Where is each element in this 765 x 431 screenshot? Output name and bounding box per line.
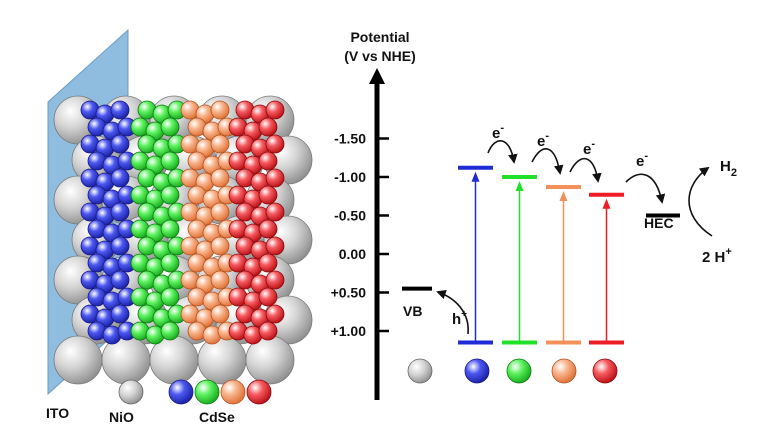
axis-tick-label: -1.50 [334,131,366,147]
electron-transfer-arrow-1 [487,140,518,164]
cdse-label: CdSe [199,409,235,425]
qd-sphere-red [265,168,285,188]
qd-sphere-red [258,219,278,239]
qd-sphere-blue [110,304,130,324]
qd-sphere-blue [110,270,130,290]
axis-ticks: -1.50 -1.00 -0.50 0.00 +0.50 +1.00 [331,131,389,339]
nio-label: NiO [109,409,134,425]
qd-sphere-red [265,236,285,256]
proton-reduction-arrow [688,166,713,237]
qd-sphere-green [160,117,180,137]
qd-sphere-red [265,270,285,290]
protons-sup: + [725,246,731,258]
nio-diagram-sphere [407,358,433,384]
electron-label-1: e- [492,122,504,142]
qd-sphere-red [258,253,278,273]
qd-sphere-red [258,287,278,307]
nio-sphere [197,335,247,385]
qd-sphere-orange [210,100,230,120]
electron-label-3: e- [583,138,595,158]
excitation-arrowhead [602,198,611,209]
qd-sphere-red [258,151,278,171]
axis-tick-label: +1.00 [331,323,367,339]
qd-sphere-orange [210,236,230,256]
qd-diagram-sphere-blue [464,358,490,384]
excitation-arrowhead [559,191,568,202]
qd-sphere-red [258,117,278,137]
hec-label: HEC [644,215,674,231]
qd-sphere-orange [210,304,230,324]
axis-tick-label: 0.00 [339,246,366,262]
hole-label: h+ [452,309,467,328]
qd-sphere-orange [210,202,230,222]
qd-sphere-blue [110,100,130,120]
cdse-legend-sphere-orange [220,379,246,405]
qd-sphere-green [160,321,180,341]
qd-sphere-blue [110,168,130,188]
cdse-legend-sphere-green [194,379,220,405]
qd-sphere-green [160,151,180,171]
electron-transfer-arrow-3 [569,158,602,183]
excitation-arrowhead [471,171,480,182]
qd-diagram-sphere-red [592,358,618,384]
qd-sphere-red [258,321,278,341]
electron-transfer-arrow-2 [531,148,564,175]
qd-sphere-orange [210,134,230,154]
qd-sphere-green [160,253,180,273]
axis-tick-label: -1.00 [334,169,366,185]
electron-transfer-arrow-4 [625,173,666,204]
axis-tick-label: -0.50 [334,208,366,224]
h2-sub: 2 [731,167,737,179]
nio-sphere [53,335,103,385]
vb-label: VB [403,303,422,319]
axis-title-line1: Potential [350,29,409,45]
axis-title-line2: (V vs NHE) [344,48,416,64]
qd-sphere-blue [110,236,130,256]
nio-legend-sphere [118,379,144,405]
qd-sphere-red [265,202,285,222]
qd-sphere-orange [210,270,230,290]
ito-label: ITO [46,405,69,421]
qd-sphere-red [265,100,285,120]
qd-sphere-blue [110,202,130,222]
excitation-arrowhead [515,181,524,191]
qd-sphere-blue [110,134,130,154]
cdse-quantum-dot-layer [80,100,285,345]
electron-label-4: e- [636,150,648,170]
axis-tick-label: +0.50 [331,285,367,301]
hole-sup: + [461,309,467,320]
qd-diagram-sphere-orange [551,358,577,384]
qd-sphere-green [160,185,180,205]
qd-sphere-red [258,185,278,205]
electron-label-2: e- [537,130,549,150]
protons-label: 2 H+ [702,246,732,266]
cdse-legend-sphere-blue [168,379,194,405]
qd-sphere-orange [210,168,230,188]
qd-diagram-sphere-green [506,358,532,384]
cdse-legend-sphere-red [246,379,272,405]
axis-arrowhead [369,68,385,84]
hole-transfer-arrow [436,290,469,335]
h2-label: H2 [720,158,737,179]
qd-sphere-green [160,219,180,239]
qd-sphere-red [265,304,285,324]
energy-levels [458,165,624,345]
qd-sphere-green [160,287,180,307]
qd-sphere-red [265,134,285,154]
